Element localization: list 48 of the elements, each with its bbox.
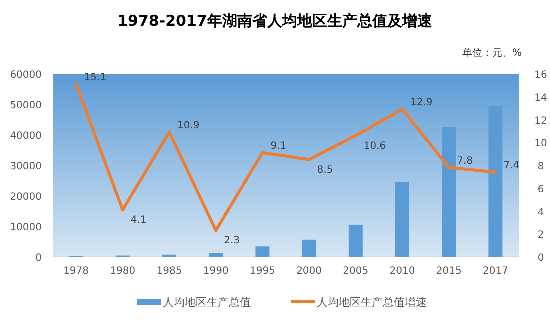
data-label: 4.1 [130,215,147,226]
y-tick-label: 60000 [10,70,42,81]
y-tick-label: 10000 [10,222,42,234]
y-tick-label: 20000 [10,192,42,203]
y2-tick-label: 0 [538,253,544,264]
bar [396,182,410,257]
data-label: 8.5 [317,164,334,176]
x-tick-label: 1990 [203,266,229,277]
legend-label: 人均地区生产总值 [163,296,251,309]
bar [209,253,224,257]
x-tick-label: 2010 [390,266,416,277]
y2-tick-label: 4 [538,207,544,218]
y2-tick-label: 8 [538,162,544,172]
data-label: 15.1 [84,72,107,84]
x-tick-label: 2000 [296,266,322,277]
chart-title: 1978-2017年湖南省人均地区生产总值及增速 [118,12,434,30]
data-label: 12.9 [410,97,433,108]
text: 单位：元、% [462,47,522,59]
x-tick-label: 2017 [482,266,508,277]
x-tick-label: 1980 [110,266,136,277]
data-label: 7.8 [457,156,474,167]
y-tick-label: 30000 [10,162,42,172]
data-label: 10.6 [364,140,386,152]
y2-tick-label: 6 [538,184,544,196]
bar [302,240,316,257]
bar [256,246,270,257]
y-tick-label: 50000 [10,100,42,112]
bar [348,224,363,257]
y-tick-label: 40000 [10,131,42,142]
y-tick-label: 0 [36,253,42,264]
x-tick-label: 1995 [250,266,276,277]
x-tick-label: 1978 [64,266,90,277]
x-tick-label: 2005 [343,266,369,277]
x-tick-label: 2015 [436,266,462,277]
y2-tick-label: 16 [534,70,548,81]
data-label: 10.9 [178,120,200,132]
y2-tick-label: 2 [538,230,544,242]
legend-label: 人均地区生产总值增速 [317,296,427,309]
bar [488,106,503,257]
line-series [74,82,498,232]
data-label: 2.3 [224,236,240,247]
y2-tick-label: 14 [534,92,548,104]
data-label: 9.1 [270,140,287,152]
x-tick-label: 1985 [156,266,182,277]
y2-tick-label: 12 [534,116,548,127]
y2-tick-label: 10 [534,138,548,150]
bar [442,127,456,257]
data-label: 7.4 [504,160,520,172]
